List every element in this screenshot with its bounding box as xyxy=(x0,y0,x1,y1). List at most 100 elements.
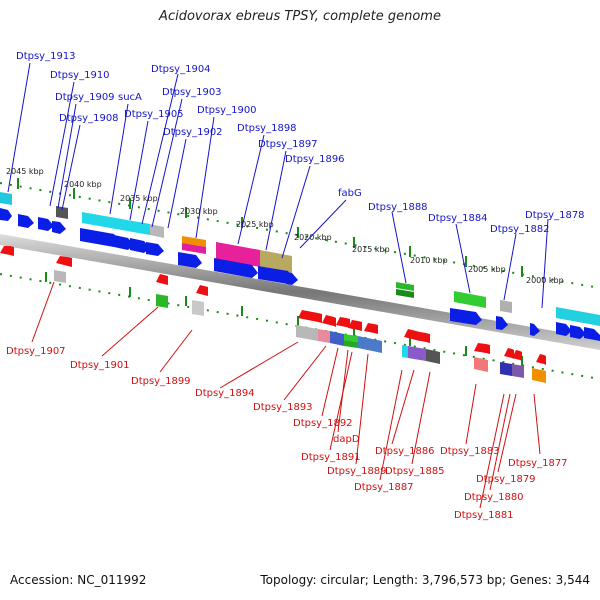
gene-arrow-forward[interactable] xyxy=(146,242,164,256)
gene-arrow-reverse[interactable] xyxy=(156,274,168,285)
gene-label[interactable]: Dtpsy_1913 xyxy=(16,51,76,62)
gene-label[interactable]: Dtpsy_1893 xyxy=(253,402,313,413)
gene-label[interactable]: Dtpsy_1885 xyxy=(385,466,445,477)
gene-label[interactable]: Dtpsy_1903 xyxy=(162,87,222,98)
gene-arrow-forward[interactable] xyxy=(496,316,508,330)
gene-arrow-forward[interactable] xyxy=(286,272,298,285)
gene-label[interactable]: dapD xyxy=(333,434,360,445)
feature-block xyxy=(426,349,440,364)
gene-arrow-forward[interactable] xyxy=(556,322,572,336)
gene-label[interactable]: Dtpsy_1894 xyxy=(195,388,255,399)
gene-label[interactable]: Dtpsy_1891 xyxy=(301,452,361,463)
gene-arrow-forward[interactable] xyxy=(114,235,134,250)
gene-arrow-forward[interactable] xyxy=(18,214,34,228)
gene-label[interactable]: Dtpsy_1877 xyxy=(508,458,568,469)
gene-label[interactable]: Dtpsy_1892 xyxy=(293,418,353,429)
feature-block xyxy=(500,362,512,376)
gene-label[interactable]: Dtpsy_1882 xyxy=(490,224,550,235)
gene-arrow-forward[interactable] xyxy=(450,308,482,325)
gene-label[interactable]: Dtpsy_1879 xyxy=(476,474,536,485)
feature-block xyxy=(182,236,206,247)
gene-arrow-reverse[interactable] xyxy=(336,317,350,328)
gene-label[interactable]: Dtpsy_1897 xyxy=(258,139,318,150)
gene-arrow-forward[interactable] xyxy=(214,258,258,278)
gene-label[interactable]: Dtpsy_1889 xyxy=(327,466,387,477)
gene-label[interactable]: Dtpsy_1886 xyxy=(375,446,435,457)
gene-arrow-reverse[interactable] xyxy=(56,256,72,267)
gene-label[interactable]: Dtpsy_1883 xyxy=(440,446,500,457)
scale-labels: 2045 kbp 2040 kbp 2035 kbp 2030 kbp 2025… xyxy=(6,167,564,285)
gene-label[interactable]: Dtpsy_1904 xyxy=(151,64,211,75)
upper-dotted-guide xyxy=(0,182,600,289)
gene-label[interactable]: Dtpsy_1908 xyxy=(59,113,119,124)
scale-label: 2005 kbp xyxy=(468,265,506,274)
gene-arrow-forward[interactable] xyxy=(130,238,150,253)
gene-arrow-forward[interactable] xyxy=(570,325,586,339)
gene-arrow-reverse[interactable] xyxy=(512,350,522,361)
gene-label[interactable]: Dtpsy_1899 xyxy=(131,376,191,387)
feature-block xyxy=(260,250,292,273)
gene-arrow-forward[interactable] xyxy=(178,252,202,268)
top-labels: Dtpsy_1913 Dtpsy_1910 Dtpsy_1909 Dtpsy_1… xyxy=(16,51,585,235)
top-leader-lines xyxy=(7,62,549,309)
gene-label[interactable]: Dtpsy_1881 xyxy=(454,510,514,521)
gene-arrow-reverse[interactable] xyxy=(0,246,14,256)
gene-arrow-forward[interactable] xyxy=(584,327,600,341)
scale-label: 2000 kbp xyxy=(526,276,564,285)
feature-block xyxy=(156,294,168,308)
gene-label[interactable]: Dtpsy_1902 xyxy=(163,127,223,138)
gene-arrow-reverse[interactable] xyxy=(536,354,546,365)
gene-label[interactable]: sucA xyxy=(118,92,142,103)
gene-label[interactable]: Dtpsy_1905 xyxy=(124,109,184,120)
feature-block xyxy=(192,300,204,316)
gene-label[interactable]: Dtpsy_1909 xyxy=(55,92,115,103)
feature-block xyxy=(396,289,414,298)
feature-block xyxy=(82,212,150,235)
gene-arrow-forward[interactable] xyxy=(258,266,294,284)
topology-text: Topology: circular; Length: 3,796,573 bp… xyxy=(260,573,590,587)
gene-arrow-forward[interactable] xyxy=(0,208,12,221)
gene-arrow-forward[interactable] xyxy=(38,217,54,231)
feature-block xyxy=(330,331,344,346)
bottom-leader-lines xyxy=(31,281,541,509)
gene-label[interactable]: Dtpsy_1888 xyxy=(368,202,428,213)
gene-label[interactable]: Dtpsy_1898 xyxy=(237,123,297,134)
feature-block xyxy=(358,336,382,353)
feature-block xyxy=(344,340,358,348)
gene-arrow-reverse[interactable] xyxy=(196,285,208,296)
gene-label[interactable]: Dtpsy_1907 xyxy=(6,346,66,357)
gene-label[interactable]: fabG xyxy=(338,188,362,199)
gene-arrow-reverse[interactable] xyxy=(416,332,430,343)
scale-label: 2010 kbp xyxy=(410,256,448,265)
scale-label: 2025 kbp xyxy=(236,220,274,229)
forward-genes xyxy=(0,208,600,341)
gene-label[interactable]: Dtpsy_1910 xyxy=(50,70,110,81)
feature-block xyxy=(454,291,486,308)
feature-block xyxy=(408,346,426,361)
gene-arrow-forward[interactable] xyxy=(52,221,66,234)
gene-label[interactable]: Dtpsy_1896 xyxy=(285,154,345,165)
gene-arrow-reverse[interactable] xyxy=(322,315,336,327)
gene-arrow-reverse[interactable] xyxy=(404,329,420,341)
feature-block xyxy=(512,364,524,378)
gene-label[interactable]: Dtpsy_1887 xyxy=(354,482,414,493)
feature-block xyxy=(318,329,330,343)
gene-arrow-forward[interactable] xyxy=(80,228,120,247)
feature-block xyxy=(0,192,12,205)
gene-arrow-reverse[interactable] xyxy=(298,310,322,323)
scale-label: 2040 kbp xyxy=(64,180,102,189)
bottom-labels: Dtpsy_1907 Dtpsy_1901 Dtpsy_1899 Dtpsy_1… xyxy=(6,346,568,521)
gene-arrow-forward[interactable] xyxy=(530,323,540,336)
gene-arrow-reverse[interactable] xyxy=(348,320,362,331)
gene-label[interactable]: Dtpsy_1880 xyxy=(464,492,524,503)
gene-label[interactable]: Dtpsy_1884 xyxy=(428,213,488,224)
gene-arrow-reverse[interactable] xyxy=(474,343,490,354)
gene-arrow-reverse[interactable] xyxy=(504,348,514,359)
scale-label: 2045 kbp xyxy=(6,167,44,176)
feature-block xyxy=(150,224,164,238)
gene-arrow-reverse[interactable] xyxy=(364,323,378,334)
gene-label[interactable]: Dtpsy_1900 xyxy=(197,105,257,116)
feature-block xyxy=(344,334,358,342)
gene-label[interactable]: Dtpsy_1901 xyxy=(70,360,130,371)
gene-label[interactable]: Dtpsy_1878 xyxy=(525,210,585,221)
